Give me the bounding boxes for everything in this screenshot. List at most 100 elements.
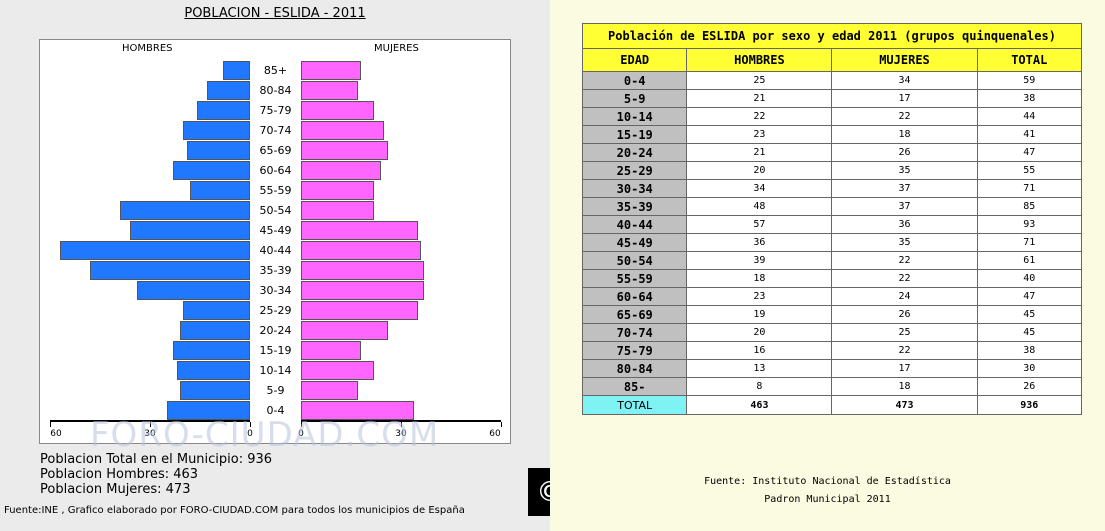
women-bar-10-14 (301, 361, 374, 380)
age-cell: 40-44 (581, 215, 688, 234)
tick-label: 0 (247, 429, 253, 439)
age-cell: 75-79 (581, 341, 688, 360)
age-cell: 20-24 (581, 143, 688, 162)
men-bar-50-54 (120, 201, 250, 220)
value-cell: 37 (831, 179, 978, 198)
men-bar-30-34 (137, 281, 250, 300)
total-population: Poblacion Total en el Municipio: 936 (40, 452, 273, 467)
men-bar-55-59 (190, 181, 250, 200)
age-label-25-29: 25-29 (259, 304, 292, 317)
value-cell: 26 (831, 143, 978, 162)
value-cell: 36 (686, 233, 833, 252)
value-cell: 47 (976, 143, 1083, 162)
age-label-75-79: 75-79 (259, 104, 292, 117)
table-row: 30-34 34 37 71 (581, 179, 1083, 198)
women-bar-20-24 (301, 321, 388, 340)
women-bar-5-9 (301, 381, 358, 400)
value-cell: 24 (831, 287, 978, 306)
table-row: 35-39 48 37 85 (581, 197, 1083, 216)
column-header: HOMBRES (686, 48, 833, 72)
value-cell: 47 (976, 287, 1083, 306)
women-bar-0-4 (301, 401, 414, 420)
tick-label: 0 (298, 429, 304, 439)
tick-label: 30 (144, 429, 156, 439)
age-label-70-74: 70-74 (259, 124, 292, 137)
women-axis-line (301, 420, 501, 422)
value-cell: 34 (686, 179, 833, 198)
table-source-line1: Fuente: Instituto Nacional de Estadístic… (704, 476, 951, 487)
total-label: TOTAL (581, 395, 688, 415)
pyramid-panel: POBLACION - ESLIDA - 2011 HOMBRES MUJERE… (0, 0, 550, 531)
column-header: EDAD (581, 48, 688, 72)
value-cell: 22 (686, 107, 833, 126)
age-label-85+: 85+ (263, 64, 288, 77)
value-cell: 35 (831, 161, 978, 180)
men-label: HOMBRES (122, 43, 173, 54)
value-cell: 21 (686, 89, 833, 108)
value-cell: 17 (831, 89, 978, 108)
age-label-20-24: 20-24 (259, 324, 292, 337)
value-cell: 45 (976, 305, 1083, 324)
tick-mark (250, 422, 251, 427)
tick-mark (50, 422, 51, 427)
value-cell: 71 (976, 233, 1083, 252)
value-cell: 20 (686, 161, 833, 180)
table-row: 15-19 23 18 41 (581, 125, 1083, 144)
age-label-35-39: 35-39 (259, 264, 292, 277)
pyramid-chart: HOMBRES MUJERES 85+ 80-84 75-79 70-74 65-69 6… (39, 39, 511, 444)
age-cell: 85- (581, 377, 688, 396)
total-cell: 463 (686, 395, 833, 415)
value-cell: 21 (686, 143, 833, 162)
total-cell: 473 (831, 395, 978, 415)
women-bar-70-74 (301, 121, 384, 140)
tick-mark (301, 422, 302, 427)
age-cell: 5-9 (581, 89, 688, 108)
population-table: Población de ESLIDA por sexo y edad 2011… (581, 23, 1083, 415)
men-bar-20-24 (180, 321, 250, 340)
table-body: 0-4 25 34 59 5-9 21 17 38 10-14 22 22 44 15-19 23 18 41… (581, 71, 1083, 415)
age-cell: 50-54 (581, 251, 688, 270)
table-row: 65-69 19 26 45 (581, 305, 1083, 324)
tick-label: 30 (395, 429, 407, 439)
value-cell: 71 (976, 179, 1083, 198)
men-bar-70-74 (183, 121, 250, 140)
value-cell: 18 (686, 269, 833, 288)
men-axis-line (50, 420, 250, 422)
total-cell: 936 (976, 395, 1083, 415)
value-cell: 16 (686, 341, 833, 360)
women-bar-30-34 (301, 281, 424, 300)
women-bar-50-54 (301, 201, 374, 220)
table-row: 60-64 23 24 47 (581, 287, 1083, 306)
men-bar-40-44 (60, 241, 250, 260)
men-bar-35-39 (90, 261, 250, 280)
value-cell: 39 (686, 251, 833, 270)
column-header: MUJERES (831, 48, 978, 72)
age-label-50-54: 50-54 (259, 204, 292, 217)
women-bar-60-64 (301, 161, 381, 180)
value-cell: 35 (831, 233, 978, 252)
men-bar-80-84 (207, 81, 250, 100)
value-cell: 25 (686, 71, 833, 90)
men-bar-0-4 (167, 401, 250, 420)
age-label-15-19: 15-19 (259, 344, 292, 357)
value-cell: 48 (686, 197, 833, 216)
men-population: Poblacion Hombres: 463 (40, 467, 199, 482)
watermark: FORO-CIUDAD.COM (90, 415, 440, 455)
age-cell: 80-84 (581, 359, 688, 378)
value-cell: 41 (976, 125, 1083, 144)
women-label: MUJERES (374, 43, 419, 54)
value-cell: 17 (831, 359, 978, 378)
value-cell: 13 (686, 359, 833, 378)
value-cell: 18 (831, 125, 978, 144)
value-cell: 36 (831, 215, 978, 234)
age-cell: 65-69 (581, 305, 688, 324)
women-bar-75-79 (301, 101, 374, 120)
table-row: 75-79 16 22 38 (581, 341, 1083, 360)
table-row: 70-74 20 25 45 (581, 323, 1083, 342)
age-cell: 45-49 (581, 233, 688, 252)
women-population: Poblacion Mujeres: 473 (40, 482, 191, 497)
tick-mark (150, 422, 151, 427)
value-cell: 55 (976, 161, 1083, 180)
women-bar-45-49 (301, 221, 418, 240)
value-cell: 22 (831, 341, 978, 360)
